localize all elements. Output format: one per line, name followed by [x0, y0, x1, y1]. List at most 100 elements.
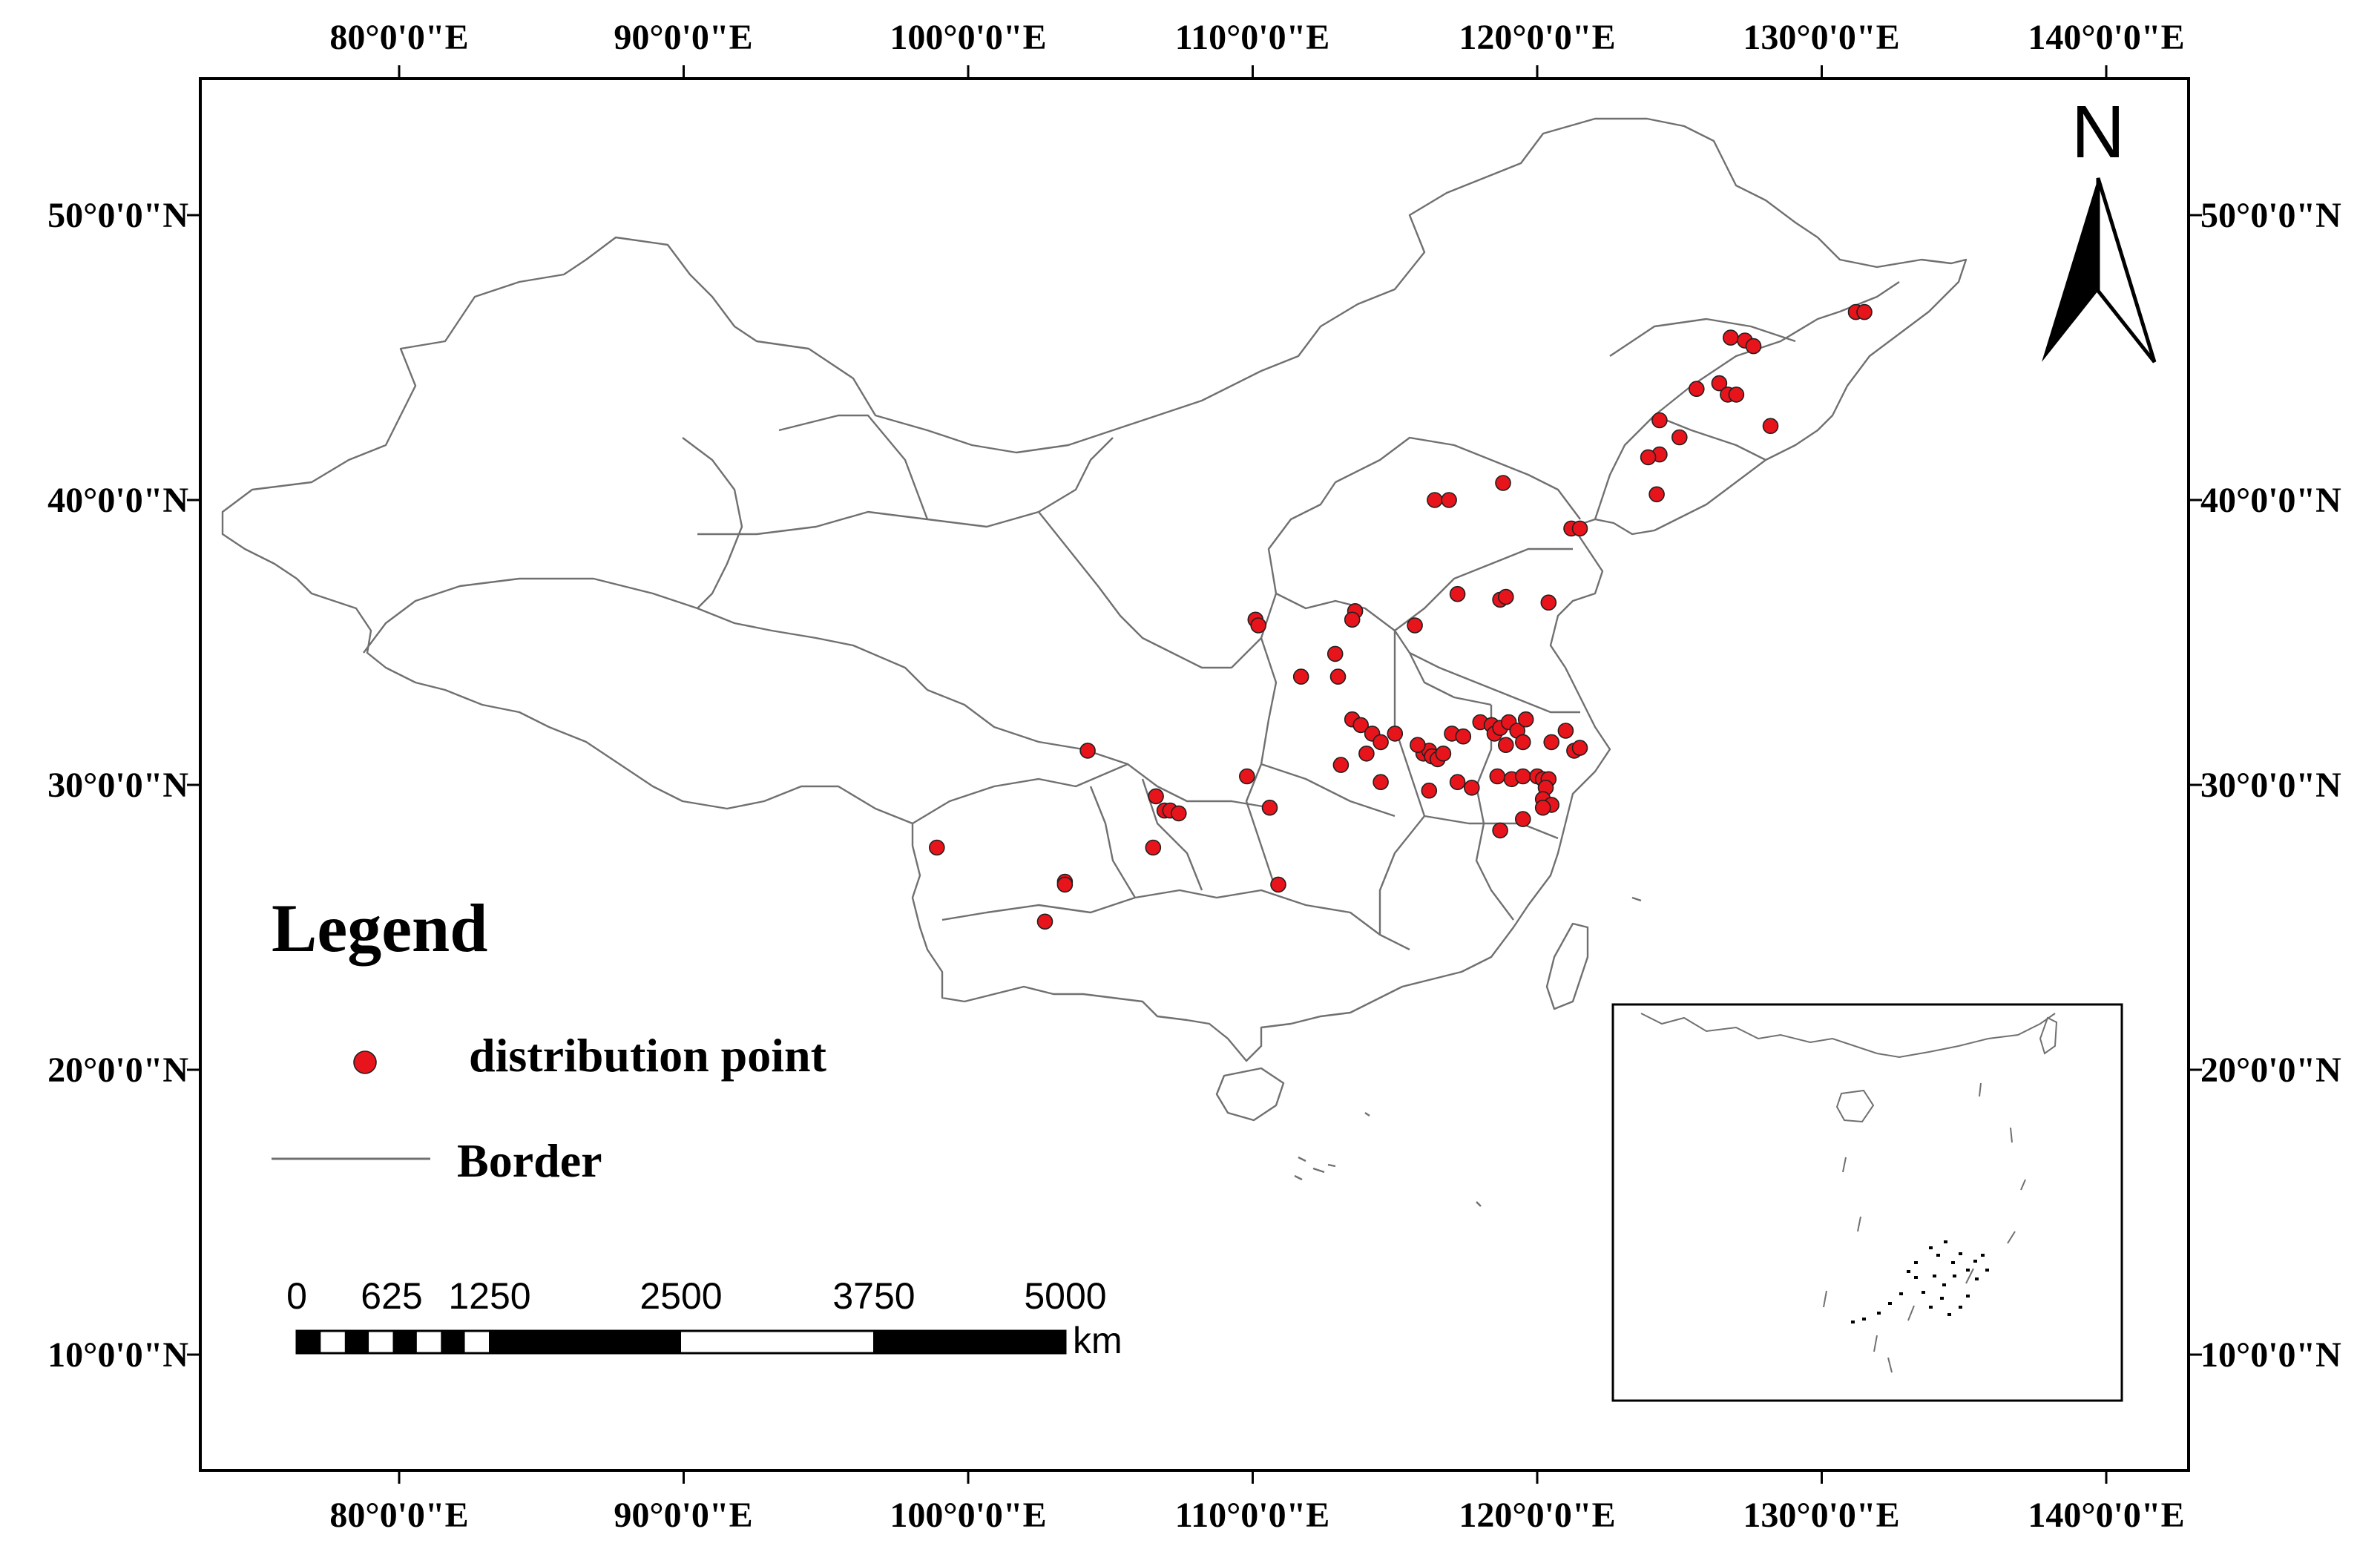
bottom-tick-label: 110°0'0"E	[1175, 1496, 1330, 1535]
inset-islet	[1947, 1313, 1951, 1316]
inset-islet	[1966, 1269, 1970, 1272]
distribution-point	[1373, 774, 1389, 790]
province-border	[1409, 651, 1580, 714]
distribution-point	[1145, 839, 1162, 856]
distribution-point	[1571, 520, 1588, 537]
inset-islet	[1975, 1277, 1979, 1280]
distribution-point	[1498, 737, 1514, 754]
scale-bar-outline	[295, 1329, 1067, 1355]
province-border	[363, 577, 928, 691]
scale-label: 625	[361, 1275, 422, 1317]
distribution-point	[1498, 588, 1514, 605]
distribution-point	[1640, 449, 1657, 466]
scale-segment	[489, 1331, 681, 1353]
distribution-point	[1856, 303, 1873, 320]
scale-segment	[297, 1331, 321, 1353]
distribution-point	[1515, 811, 1531, 827]
distribution-point	[929, 839, 945, 856]
bottom-tick-label: 120°0'0"E	[1459, 1496, 1615, 1535]
province-border	[1394, 547, 1573, 631]
distribution-point	[1464, 780, 1480, 796]
map-frame	[199, 77, 2190, 1472]
province-border	[1654, 414, 1766, 461]
scale-segment	[681, 1331, 873, 1353]
distribution-point	[1489, 768, 1506, 785]
inset-islet	[1877, 1312, 1881, 1315]
inset-map	[1611, 1003, 2123, 1402]
north-arrow-right-half	[2096, 177, 2157, 364]
legend-point-symbol	[353, 1050, 377, 1074]
province-border	[912, 763, 1128, 825]
inset-islet	[1922, 1291, 1925, 1294]
distribution-point	[1723, 329, 1739, 346]
distribution-point	[1387, 726, 1404, 742]
distribution-point	[1373, 734, 1389, 751]
taiwan-island	[1545, 922, 1589, 1010]
legend-title: Legend	[272, 890, 487, 966]
bottom-tick-label: 100°0'0"E	[890, 1496, 1046, 1535]
scale-segment	[873, 1331, 1065, 1353]
scale-label: 5000	[1024, 1275, 1106, 1317]
distribution-point	[1543, 734, 1559, 751]
distribution-point	[1671, 429, 1688, 446]
scale-unit: km	[1073, 1320, 1122, 1361]
legend-point-label: distribution point	[469, 1029, 827, 1082]
north-arrow: N	[2042, 91, 2157, 364]
distribution-point	[1449, 774, 1466, 790]
scale-label: 3750	[832, 1275, 915, 1317]
scale-label: 2500	[640, 1275, 722, 1317]
right-tick-label: 40°0'0"N	[2200, 481, 2341, 520]
left-tick-label: 40°0'0"N	[47, 481, 188, 520]
distribution-point	[1261, 799, 1278, 816]
scale-segments	[297, 1331, 1065, 1353]
province-border	[941, 889, 1410, 951]
scale-bar: 0 625 1250 2500 3750 5000 km	[286, 1275, 1122, 1361]
province-border	[1378, 631, 1426, 935]
axis-tick-labels: 80°0'0"E 90°0'0"E 100°0'0"E 110°0'0"E 12…	[47, 18, 2341, 1535]
top-tick-label: 90°0'0"E	[614, 18, 752, 57]
distribution-point	[1449, 585, 1466, 602]
top-tick-label: 80°0'0"E	[329, 18, 468, 57]
inset-islet	[1888, 1302, 1892, 1305]
distribution-point	[1036, 913, 1053, 930]
scale-label: 0	[286, 1275, 307, 1317]
inset-taiwan	[2039, 1016, 2058, 1055]
bottom-tick-label: 140°0'0"E	[2028, 1496, 2184, 1535]
distribution-point	[1517, 711, 1534, 728]
distribution-point	[1435, 745, 1452, 762]
province-border	[1231, 481, 1336, 668]
province-border	[927, 688, 1277, 810]
inset-islet	[1914, 1261, 1918, 1264]
legend: Legend distribution point Border	[272, 890, 827, 1187]
inset-boundary-dashes	[1823, 1082, 2026, 1373]
distribution-point	[1515, 768, 1531, 785]
inset-islet	[1966, 1295, 1970, 1298]
distribution-point	[1148, 788, 1164, 805]
axis-ticks	[187, 65, 2202, 1484]
inset-islet	[1851, 1321, 1855, 1323]
distribution-point	[1421, 782, 1438, 799]
inset-islet	[1940, 1297, 1944, 1300]
distribution-point	[1332, 757, 1350, 773]
top-tick-label: 140°0'0"E	[2028, 18, 2184, 57]
scale-segment	[320, 1331, 345, 1353]
distribution-point	[1557, 723, 1574, 739]
inset-islet	[1985, 1269, 1989, 1272]
distribution-point	[1056, 876, 1074, 893]
province-border	[1335, 436, 1581, 520]
inset-islet	[1929, 1306, 1933, 1309]
scale-segment	[392, 1331, 417, 1353]
scale-segment	[464, 1331, 489, 1353]
distribution-point	[1689, 381, 1705, 398]
distribution-point	[1711, 375, 1728, 392]
hainan-island	[1215, 1067, 1285, 1122]
bottom-tick-label: 130°0'0"E	[1743, 1496, 1899, 1535]
distribution-point	[1762, 418, 1779, 435]
left-tick-label: 30°0'0"N	[47, 766, 188, 805]
inset-islet	[1951, 1261, 1955, 1264]
inset-islet	[1899, 1292, 1903, 1295]
inset-islet	[1953, 1275, 1956, 1277]
distribution-point	[1344, 611, 1361, 628]
right-tick-label: 50°0'0"N	[2200, 196, 2341, 235]
province-border	[697, 437, 1114, 536]
